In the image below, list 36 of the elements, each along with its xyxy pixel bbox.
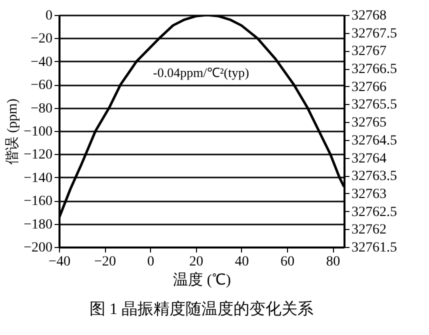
annotation: -0.04ppm/℃²(typ): [153, 65, 250, 80]
y2-tick-label: 32765: [352, 116, 386, 131]
y-tick-label: −20: [30, 32, 52, 47]
x-tick-label: 0: [147, 254, 154, 270]
y2-tick-label: 32762: [352, 222, 386, 238]
y-tick-label: −120: [24, 148, 52, 163]
y-tick-label: −180: [24, 217, 52, 232]
y2-tick-label: 32766: [352, 80, 386, 95]
x-tick-label: −20: [94, 254, 116, 270]
y2-tick-label: 32761.5: [352, 240, 397, 256]
y-tick-label: −100: [24, 124, 52, 140]
y-tick-label: 0: [46, 8, 52, 24]
x-tick-label: 20: [189, 254, 204, 270]
y2-tick-label: 32763.5: [352, 169, 397, 184]
x-axis-title: 温度 (℃): [173, 272, 231, 288]
y-axis-title: 偕误 (ppm): [4, 98, 21, 164]
y-tick-label: −40: [30, 54, 52, 70]
y-tick-label: −160: [24, 194, 52, 210]
y2-tick-label: 32765.5: [352, 98, 397, 113]
y-tick-label: −140: [24, 170, 52, 186]
y-tick-label: −200: [24, 240, 52, 256]
x-tick-label: 60: [280, 254, 294, 270]
y-tick-label: −60: [30, 78, 52, 94]
text: 图 1 晶振精度随温度的变化关系: [90, 300, 314, 318]
y2-tick-label: 32766.5: [352, 62, 397, 78]
y2-tick-label: 32764: [352, 151, 386, 166]
x-tick-label: 80: [326, 254, 340, 270]
y2-tick-label: 32764.5: [352, 133, 397, 148]
x-tick-label: −40: [48, 254, 70, 270]
x-tick-label: 40: [234, 254, 249, 270]
y2-tick-label: 32767.5: [352, 26, 397, 42]
y2-tick-label: 32762.5: [352, 204, 397, 220]
y2-tick-label: 32763: [352, 186, 386, 202]
y-tick-label: −80: [30, 101, 52, 116]
y2-tick-label: 32768: [352, 8, 386, 24]
y2-tick-label: 32767: [352, 44, 386, 60]
